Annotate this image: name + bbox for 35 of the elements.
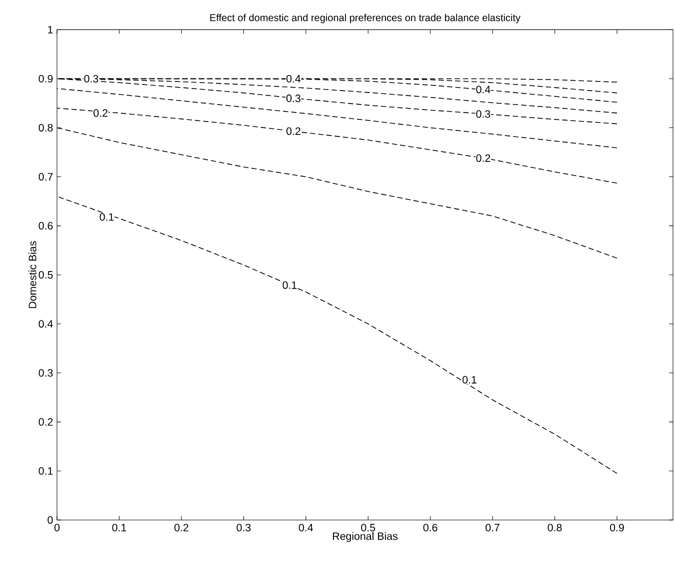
x-tick-label: 0.1 xyxy=(112,524,126,532)
y-axis-title: Domestic Bias xyxy=(28,241,36,308)
annotation: 0.3 xyxy=(286,94,300,102)
y-tick-label: 0.5 xyxy=(38,271,53,279)
x-tick-label: 0.6 xyxy=(423,524,438,532)
annotation: 0.4 xyxy=(286,74,301,82)
annotation: 0.1 xyxy=(462,376,476,384)
annotation: 0.2 xyxy=(286,127,300,135)
x-tick-label: 0.2 xyxy=(174,524,188,532)
y-tick-label: 0.6 xyxy=(38,222,53,230)
annotation: 0.1 xyxy=(282,281,297,289)
x-tick-label: 0 xyxy=(54,524,60,532)
y-tick-label: 0 xyxy=(48,516,53,524)
x-tick-label: 0.5 xyxy=(361,524,376,532)
y-tick-label: 0.8 xyxy=(38,124,53,132)
x-tick-label: 0.8 xyxy=(548,524,562,532)
x-axis-title: Regional Bias xyxy=(332,532,398,542)
x-tick-label: 0.3 xyxy=(236,524,251,532)
chart-title: Effect of domestic and regional preferences on trade balance elasticity xyxy=(210,14,520,24)
annotation: 0.1 xyxy=(100,213,114,221)
y-tick-label: 0.3 xyxy=(38,369,53,377)
x-tick-label: 0.9 xyxy=(610,524,624,532)
y-tick-label: 0.1 xyxy=(38,467,53,475)
annotation: 0.2 xyxy=(476,154,490,162)
annotation: 0.3 xyxy=(84,74,98,82)
x-tick-label: 0.4 xyxy=(298,524,313,532)
y-tick-label: 0.7 xyxy=(38,173,53,181)
annotation: 0.2 xyxy=(94,109,108,117)
annotation: 0.3 xyxy=(476,110,490,118)
y-tick-label: 0.2 xyxy=(38,418,53,426)
y-tick-label: 0.4 xyxy=(38,320,53,328)
annotation: 0.4 xyxy=(476,86,490,94)
x-tick-label: 0.7 xyxy=(486,524,500,532)
y-tick-label: 1 xyxy=(48,26,53,34)
y-tick-label: 0.9 xyxy=(38,74,53,82)
